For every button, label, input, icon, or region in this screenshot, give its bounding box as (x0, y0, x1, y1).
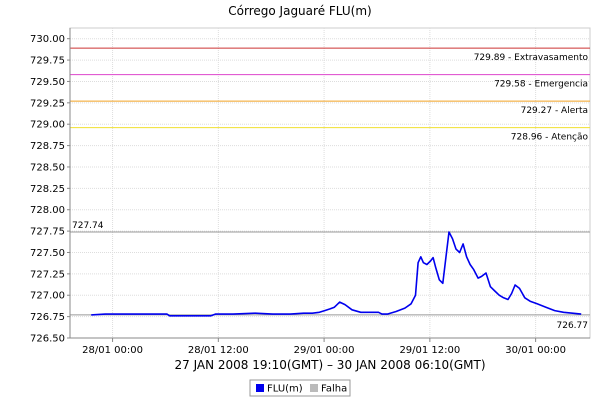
x-tick-label: 30/01 00:00 (505, 345, 566, 356)
x-tick-labels: 28/01 00:00 28/01 12:00 29/01 00:00 29/01 1… (82, 338, 566, 356)
plot-area (69, 27, 591, 339)
x-tick-label: 28/01 00:00 (82, 345, 143, 356)
x-tick-label: 28/01 12:00 (188, 345, 249, 356)
y-tick-labels: 726.50 726.75 727.00 727.25 727.50 727.75 728.… (30, 34, 70, 345)
y-tick-label: 729.25 (30, 98, 65, 109)
threshold-label: 728.96 - Atenção (511, 133, 589, 143)
y-tick-label: 727.25 (30, 269, 65, 280)
threshold-label: 729.27 - Alerta (521, 106, 588, 116)
y-tick-label: 727.75 (30, 227, 65, 238)
x-tick-label: 29/01 00:00 (294, 345, 355, 356)
y-tick-label: 729.75 (30, 56, 65, 67)
y-tick-label: 726.75 (30, 312, 65, 323)
marker-label: 726.77 (557, 321, 589, 331)
series-line-flu (91, 231, 582, 317)
legend: FLU(m) Falha (249, 379, 351, 397)
y-tick-label: 727.50 (30, 248, 65, 259)
y-tick-label: 730.00 (30, 34, 65, 45)
y-tick-label: 728.00 (30, 205, 65, 216)
legend-label: Falha (321, 384, 347, 395)
legend-swatch (256, 384, 264, 392)
y-tick-label: 726.50 (30, 334, 65, 345)
axes (69, 28, 590, 339)
x-axis-label: 27 JAN 2008 19:10(GMT) – 30 JAN 2008 06:… (174, 358, 485, 372)
legend-swatch (310, 384, 318, 392)
y-tick-label: 728.50 (30, 162, 65, 173)
y-tick-label: 728.75 (30, 141, 65, 152)
threshold-label: 729.58 - Emergencia (494, 80, 588, 90)
marker-label: 727.74 (72, 221, 104, 231)
y-tick-label: 728.25 (30, 184, 65, 195)
threshold-lines: 729.89 - Extravasamento 729.58 - Emergenc… (70, 47, 590, 331)
y-tick-label: 729.00 (30, 120, 65, 131)
y-tick-label: 727.00 (30, 291, 65, 302)
legend-box (249, 379, 351, 397)
grid-lines (70, 28, 590, 339)
y-tick-label: 729.50 (30, 77, 65, 88)
legend-label: FLU(m) (267, 384, 303, 395)
series-layer (91, 231, 582, 317)
chart-title: Córrego Jaguaré FLU(m) (228, 4, 371, 18)
threshold-label: 729.89 - Extravasamento (474, 53, 589, 63)
x-tick-label: 29/01 12:00 (399, 345, 460, 356)
